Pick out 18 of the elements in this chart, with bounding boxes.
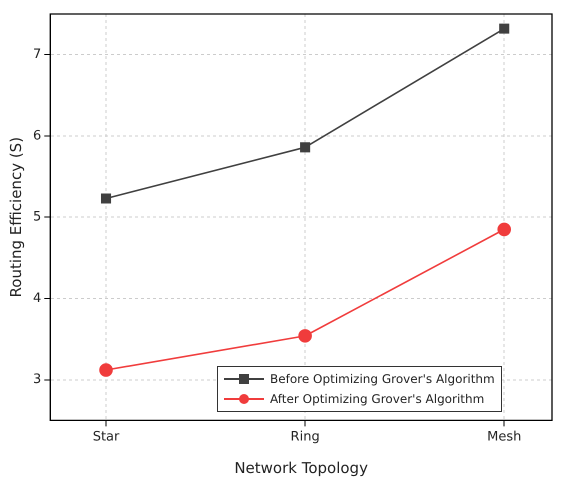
legend-label: Before Optimizing Grover's Algorithm <box>270 372 495 386</box>
y-tick-label: 5 <box>32 210 42 225</box>
x-tick-label: Star <box>92 430 120 445</box>
x-tick-label: Mesh <box>487 430 522 445</box>
x-tick-label: Ring <box>290 430 320 445</box>
point <box>300 142 310 152</box>
x-axis-title: Network Topology <box>234 458 368 477</box>
point <box>499 24 510 34</box>
y-tick-label: 7 <box>32 47 42 62</box>
point <box>99 363 113 377</box>
y-tick-label: 3 <box>32 372 42 388</box>
legend-label: After Optimizing Grover's Algorithm <box>270 392 484 406</box>
point <box>100 193 112 204</box>
point <box>298 329 312 343</box>
y-axis-title: Routing Efficiency (S) <box>6 136 25 298</box>
point <box>497 222 512 236</box>
y-tick-label: 6 <box>32 128 42 144</box>
y-tick-label: 4 <box>32 290 42 306</box>
